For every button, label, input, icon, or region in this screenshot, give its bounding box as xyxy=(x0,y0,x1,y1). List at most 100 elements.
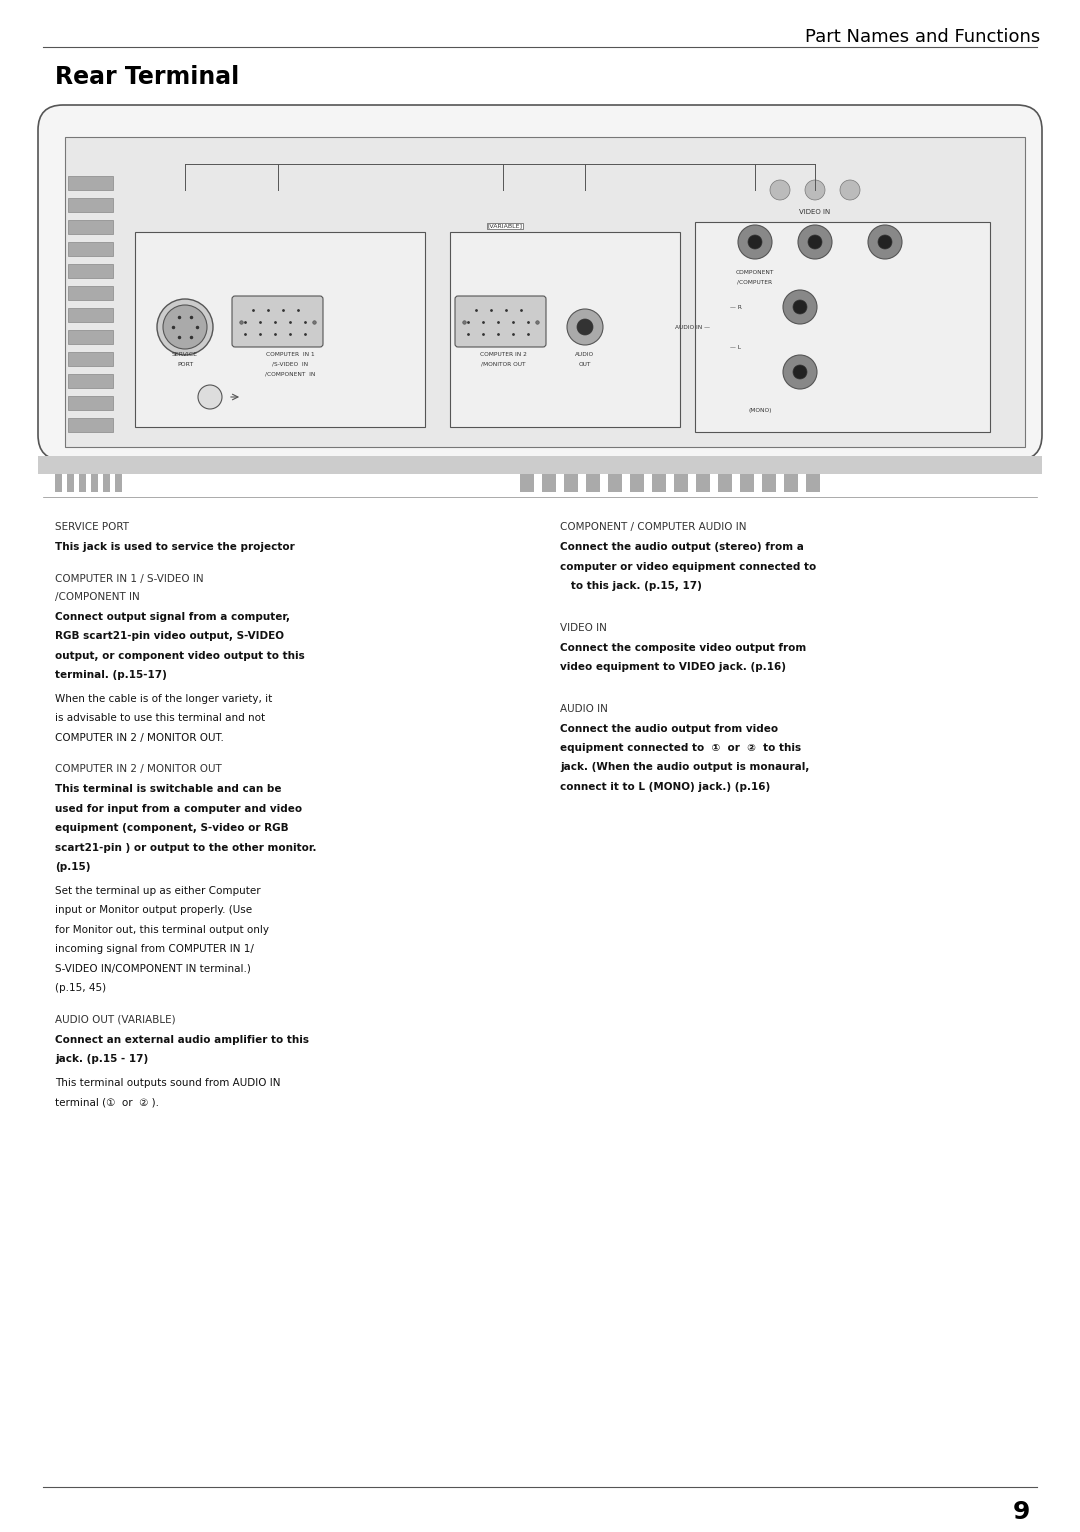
Text: [VARIABLE]: [VARIABLE] xyxy=(487,224,523,228)
Bar xyxy=(38,457,1042,473)
Text: equipment (component, S-video or RGB: equipment (component, S-video or RGB xyxy=(55,823,288,833)
Text: incoming signal from COMPUTER IN 1/: incoming signal from COMPUTER IN 1/ xyxy=(55,944,254,954)
Text: When the cable is of the longer variety, it: When the cable is of the longer variety,… xyxy=(55,694,272,703)
Text: jack. (When the audio output is monaural,: jack. (When the audio output is monaural… xyxy=(561,763,809,772)
Text: /COMPUTER: /COMPUTER xyxy=(738,279,772,285)
FancyBboxPatch shape xyxy=(455,296,546,348)
Circle shape xyxy=(748,234,762,250)
Text: terminal. (p.15-17): terminal. (p.15-17) xyxy=(55,669,167,680)
Text: AUDIO IN: AUDIO IN xyxy=(561,703,608,714)
Text: (p.15): (p.15) xyxy=(55,863,91,872)
Bar xyxy=(718,473,732,492)
Circle shape xyxy=(163,305,207,349)
Text: Part Names and Functions: Part Names and Functions xyxy=(805,28,1040,46)
Text: S-VIDEO IN/COMPONENT IN terminal.): S-VIDEO IN/COMPONENT IN terminal.) xyxy=(55,964,251,973)
Text: output, or component video output to this: output, or component video output to thi… xyxy=(55,651,305,660)
Bar xyxy=(608,473,622,492)
Bar xyxy=(564,473,578,492)
Text: used for input from a computer and video: used for input from a computer and video xyxy=(55,803,302,813)
Circle shape xyxy=(567,309,603,345)
Text: VIDEO IN: VIDEO IN xyxy=(799,208,831,214)
Bar xyxy=(450,231,680,427)
Text: Connect the composite video output from: Connect the composite video output from xyxy=(561,642,807,653)
Text: This jack is used to service the projector: This jack is used to service the project… xyxy=(55,542,295,552)
Bar xyxy=(68,198,113,211)
Text: — R: — R xyxy=(730,305,742,309)
Bar xyxy=(91,473,98,492)
Bar xyxy=(68,418,113,432)
Bar xyxy=(696,222,990,432)
Text: This terminal outputs sound from AUDIO IN: This terminal outputs sound from AUDIO I… xyxy=(55,1077,281,1088)
Circle shape xyxy=(808,234,822,250)
Bar xyxy=(79,473,86,492)
Bar xyxy=(784,473,798,492)
Text: (MONO): (MONO) xyxy=(748,408,772,412)
Bar xyxy=(68,308,113,322)
Text: AUDIO: AUDIO xyxy=(576,351,595,357)
Text: /COMPONENT  IN: /COMPONENT IN xyxy=(265,371,315,377)
Bar xyxy=(68,264,113,277)
Text: is advisable to use this terminal and not: is advisable to use this terminal and no… xyxy=(55,712,265,723)
Bar xyxy=(740,473,754,492)
Text: SERVICE: SERVICE xyxy=(172,351,198,357)
Text: jack. (p.15 - 17): jack. (p.15 - 17) xyxy=(55,1054,148,1065)
Bar xyxy=(68,176,113,190)
Bar xyxy=(630,473,644,492)
Text: COMPUTER IN 1 / S-VIDEO IN: COMPUTER IN 1 / S-VIDEO IN xyxy=(55,573,204,584)
Bar xyxy=(135,231,426,427)
Bar xyxy=(68,242,113,256)
Text: COMPONENT / COMPUTER AUDIO IN: COMPONENT / COMPUTER AUDIO IN xyxy=(561,522,746,532)
Text: to this jack. (p.15, 17): to this jack. (p.15, 17) xyxy=(561,581,702,591)
Circle shape xyxy=(840,179,860,201)
Circle shape xyxy=(577,319,593,336)
Bar xyxy=(696,473,710,492)
Text: terminal (①  or  ② ).: terminal (① or ② ). xyxy=(55,1097,159,1108)
Text: COMPUTER IN 2: COMPUTER IN 2 xyxy=(480,351,526,357)
Text: Connect output signal from a computer,: Connect output signal from a computer, xyxy=(55,611,291,622)
Text: SERVICE PORT: SERVICE PORT xyxy=(55,522,129,532)
Circle shape xyxy=(868,225,902,259)
Bar xyxy=(55,473,62,492)
Text: computer or video equipment connected to: computer or video equipment connected to xyxy=(561,562,816,571)
Bar xyxy=(762,473,777,492)
Circle shape xyxy=(878,234,892,250)
Bar xyxy=(674,473,688,492)
Circle shape xyxy=(770,179,789,201)
Circle shape xyxy=(793,365,807,378)
Text: Rear Terminal: Rear Terminal xyxy=(55,64,240,89)
Text: — L: — L xyxy=(730,345,741,349)
Bar xyxy=(652,473,666,492)
Bar xyxy=(103,473,110,492)
Bar xyxy=(68,395,113,411)
Text: This terminal is switchable and can be: This terminal is switchable and can be xyxy=(55,784,282,794)
FancyBboxPatch shape xyxy=(232,296,323,348)
Circle shape xyxy=(798,225,832,259)
Bar xyxy=(68,221,113,234)
Text: (p.15, 45): (p.15, 45) xyxy=(55,984,106,993)
Bar xyxy=(114,473,122,492)
Text: 9: 9 xyxy=(1013,1500,1030,1524)
Bar xyxy=(67,473,75,492)
Text: input or Monitor output properly. (Use: input or Monitor output properly. (Use xyxy=(55,905,252,915)
Text: COMPUTER IN 2 / MONITOR OUT.: COMPUTER IN 2 / MONITOR OUT. xyxy=(55,732,224,743)
Circle shape xyxy=(783,290,816,323)
Text: Set the terminal up as either Computer: Set the terminal up as either Computer xyxy=(55,885,260,896)
Bar xyxy=(519,473,534,492)
Circle shape xyxy=(198,385,222,409)
Text: COMPONENT: COMPONENT xyxy=(735,270,774,274)
Bar xyxy=(542,473,556,492)
Text: Connect an external audio amplifier to this: Connect an external audio amplifier to t… xyxy=(55,1034,309,1045)
Text: equipment connected to  ①  or  ②  to this: equipment connected to ① or ② to this xyxy=(561,743,801,754)
Circle shape xyxy=(805,179,825,201)
Text: /S-VIDEO  IN: /S-VIDEO IN xyxy=(272,362,308,366)
Bar xyxy=(586,473,600,492)
Bar xyxy=(68,286,113,300)
Text: scart21-pin ) or output to the other monitor.: scart21-pin ) or output to the other mon… xyxy=(55,843,316,852)
Text: AUDIO IN —: AUDIO IN — xyxy=(675,325,710,329)
Bar xyxy=(68,352,113,366)
Bar xyxy=(68,374,113,388)
Circle shape xyxy=(738,225,772,259)
Text: connect it to L (MONO) jack.) (p.16): connect it to L (MONO) jack.) (p.16) xyxy=(561,781,770,792)
Text: AUDIO OUT (VARIABLE): AUDIO OUT (VARIABLE) xyxy=(55,1014,176,1025)
Text: /COMPONENT IN: /COMPONENT IN xyxy=(55,591,139,602)
